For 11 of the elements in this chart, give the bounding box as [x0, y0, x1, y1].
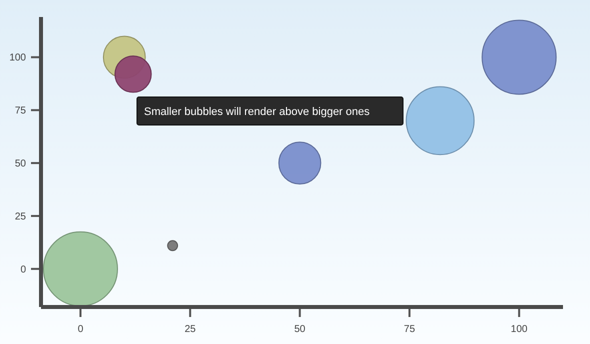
y-tick-label: 50	[14, 158, 26, 170]
x-tick-label: 25	[184, 324, 196, 335]
y-tick-label: 100	[9, 52, 26, 64]
x-tick-label: 100	[510, 324, 528, 335]
x-tick-label: 0	[78, 324, 84, 335]
y-tick-label: 25	[14, 211, 26, 222]
annotation: Smaller bubbles will render above bigger ones	[144, 106, 370, 118]
x-tick-label: 50	[294, 324, 306, 335]
x-tick-label: 75	[404, 324, 416, 335]
y-tick-label: 75	[14, 106, 26, 117]
y-tick-label: 0	[20, 264, 26, 276]
